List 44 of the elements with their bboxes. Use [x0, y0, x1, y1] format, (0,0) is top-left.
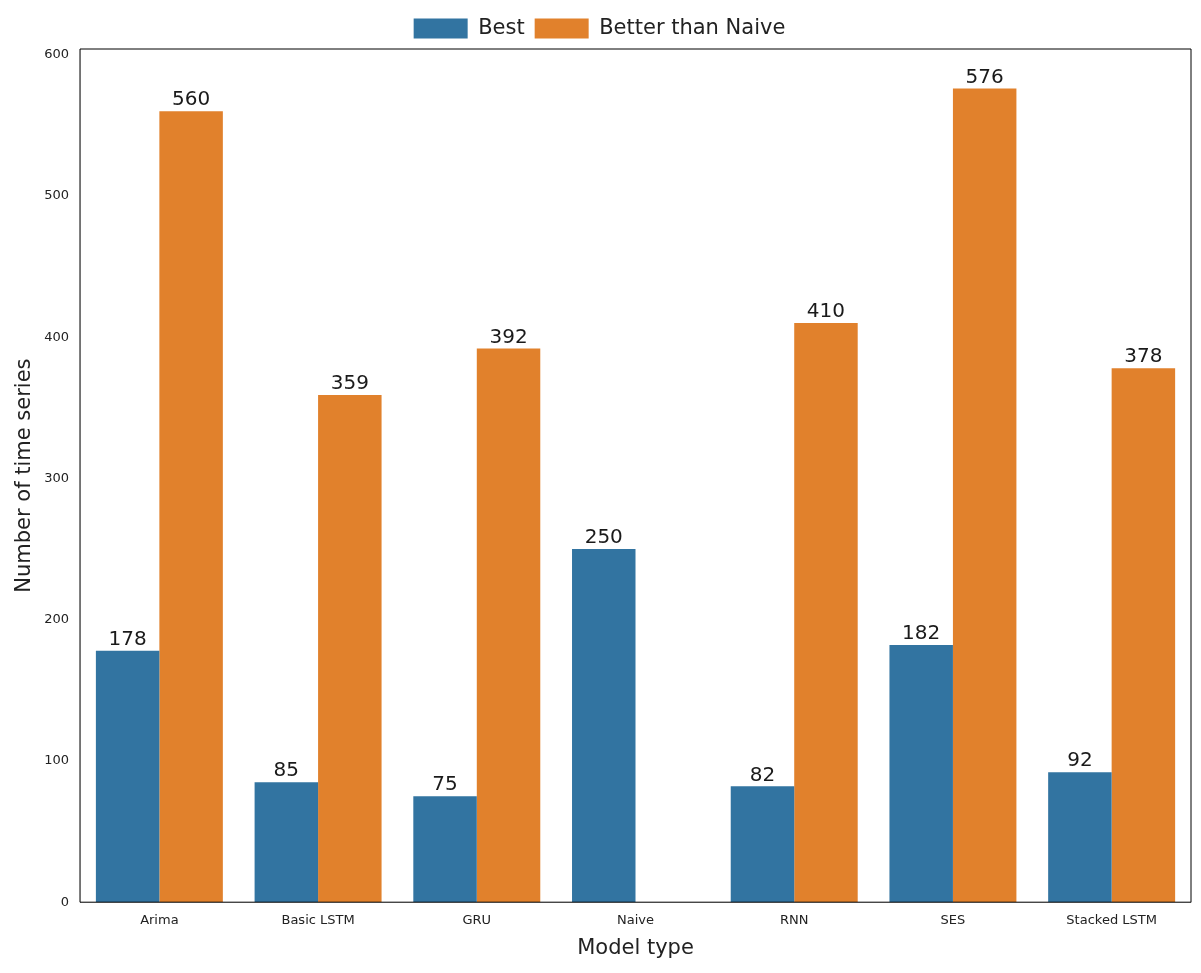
x-tick-label: Basic LSTM — [281, 912, 355, 928]
data-label: 178 — [108, 625, 147, 650]
bar — [572, 549, 636, 903]
x-axis-title: Model type — [577, 934, 694, 959]
data-label: 82 — [749, 761, 776, 786]
y-tick-label: 0 — [60, 893, 70, 909]
bar — [318, 395, 382, 903]
x-tick-label: Naive — [617, 912, 655, 928]
y-tick-label: 100 — [44, 752, 70, 768]
data-label: 85 — [273, 757, 300, 782]
x-tick-label: RNN — [779, 912, 809, 928]
bar — [1048, 772, 1112, 903]
y-tick-label: 500 — [44, 187, 70, 203]
legend-label: Better than Naive — [599, 14, 786, 39]
bar — [159, 111, 223, 903]
data-label: 359 — [330, 370, 369, 395]
y-tick-label: 600 — [44, 46, 70, 62]
bar — [1111, 368, 1176, 903]
data-label: 576 — [965, 63, 1004, 88]
data-label: 182 — [902, 620, 941, 645]
bar — [794, 323, 858, 903]
data-label: 410 — [806, 298, 846, 323]
data-label: 392 — [489, 323, 528, 348]
y-tick-label: 300 — [44, 469, 70, 485]
y-tick-label: 200 — [44, 611, 70, 627]
x-tick-label: SES — [940, 912, 966, 928]
bar — [952, 88, 1017, 903]
data-label: 75 — [432, 771, 458, 796]
data-label: 560 — [172, 86, 211, 111]
legend-label: Best — [478, 14, 525, 39]
bar — [730, 786, 795, 903]
data-label: 92 — [1067, 747, 1093, 772]
y-tick-label: 400 — [44, 328, 70, 344]
bar — [413, 796, 477, 903]
bar — [476, 348, 541, 903]
bar — [889, 645, 953, 903]
x-tick-label: Arima — [140, 912, 179, 928]
bar — [95, 650, 160, 903]
x-tick-label: Stacked LSTM — [1066, 912, 1157, 928]
bar — [254, 782, 319, 903]
data-label: 378 — [1124, 343, 1163, 368]
x-tick-label: GRU — [462, 912, 492, 928]
data-label: 250 — [584, 524, 623, 549]
y-axis-title: Number of time series — [11, 358, 36, 593]
